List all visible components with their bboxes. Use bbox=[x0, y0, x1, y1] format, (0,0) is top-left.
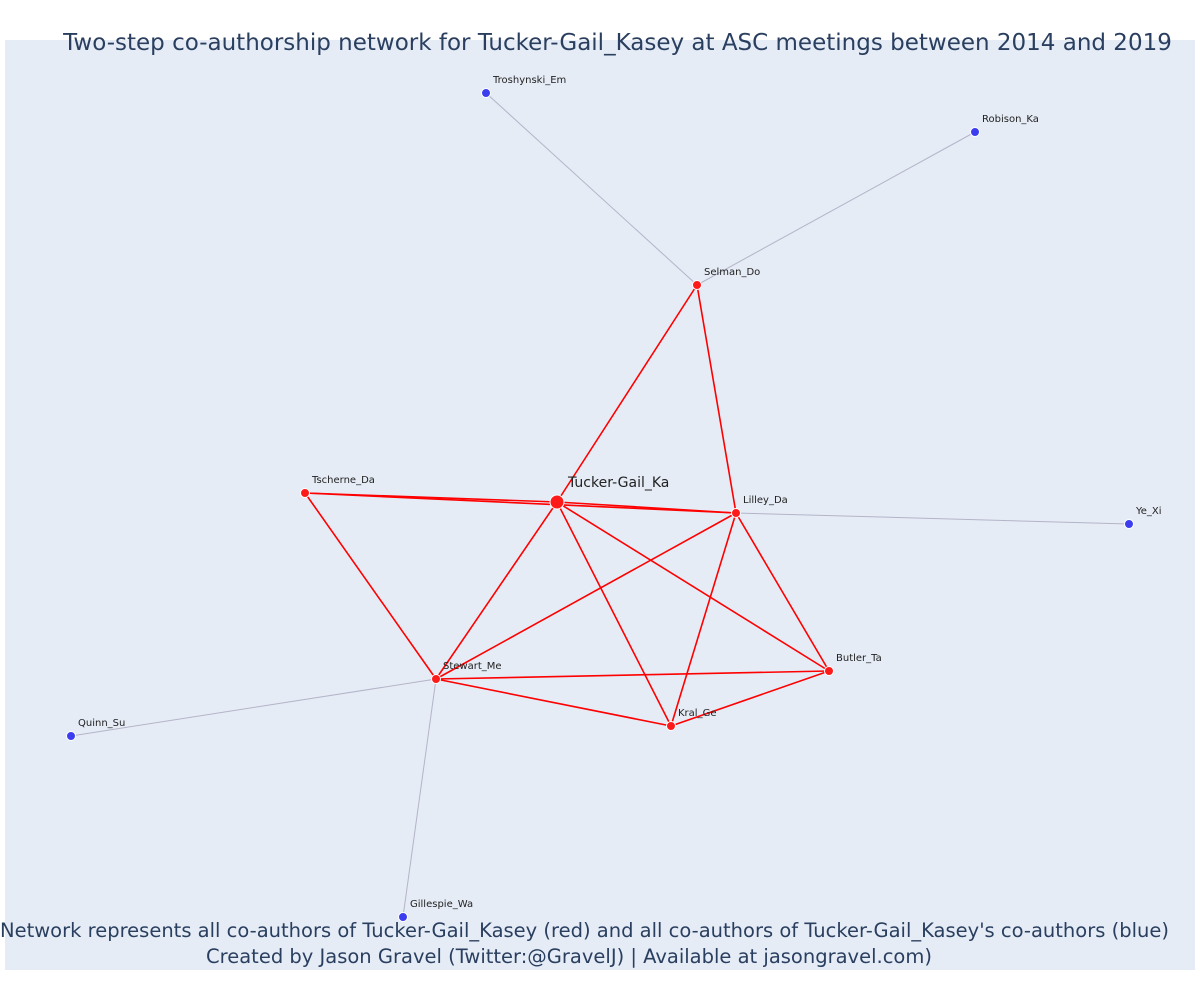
node-label-Troshynski_Em: Troshynski_Em bbox=[492, 75, 566, 86]
node-label-Kral_Ge: Kral_Ge bbox=[678, 708, 716, 719]
node-Butler_Ta[interactable] bbox=[824, 666, 834, 676]
nodes-layer bbox=[66, 88, 1134, 922]
edge-Tucker-Gail_Ka-Stewart_Me bbox=[435, 501, 558, 680]
chart-caption: Network represents all co-authors of Tuc… bbox=[0, 918, 1169, 970]
node-Lilley_Da[interactable] bbox=[731, 508, 741, 518]
node-label-Lilley_Da: Lilley_Da bbox=[743, 495, 788, 506]
node-label-Tucker-Gail_Ka: Tucker-Gail_Ka bbox=[567, 475, 669, 491]
chart-title: Two-step co-authorship network for Tucke… bbox=[63, 30, 1172, 56]
node-Quinn_Su[interactable] bbox=[66, 731, 76, 741]
node-Ye_Xi[interactable] bbox=[1124, 519, 1134, 529]
edge-Selman_Do-Robison_Ka bbox=[696, 131, 976, 286]
node-Selman_Do[interactable] bbox=[692, 280, 702, 290]
node-label-Quinn_Su: Quinn_Su bbox=[78, 718, 125, 729]
edge-Lilley_Da-Ye_Xi bbox=[735, 512, 1130, 525]
edge-Kral_Ge-Butler_Ta bbox=[670, 670, 830, 727]
node-Tscherne_Da[interactable] bbox=[300, 488, 310, 498]
edge-Tucker-Gail_Ka-Butler_Ta bbox=[556, 501, 830, 672]
edge-Stewart_Me-Gillespie_Wa bbox=[402, 678, 437, 918]
edge-Selman_Do-Troshynski_Em bbox=[485, 92, 698, 286]
edge-Tscherne_Da-Lilley_Da bbox=[304, 492, 737, 514]
edge-Tscherne_Da-Stewart_Me bbox=[304, 492, 437, 680]
node-label-Butler_Ta: Butler_Ta bbox=[836, 653, 882, 664]
edge-Lilley_Da-Stewart_Me bbox=[435, 512, 737, 680]
edges-layer bbox=[70, 92, 1130, 918]
edge-Stewart_Me-Kral_Ge bbox=[435, 678, 672, 727]
node-Troshynski_Em[interactable] bbox=[481, 88, 491, 98]
edge-Lilley_Da-Butler_Ta bbox=[735, 512, 830, 672]
labels-layer: Tucker-Gail_Ka Selman_Do Lilley_Da Tscherne… bbox=[78, 75, 1162, 910]
edge-Tucker-Gail_Ka-Kral_Ge bbox=[556, 501, 672, 727]
edge-Lilley_Da-Kral_Ge bbox=[670, 512, 737, 727]
node-label-Tscherne_Da: Tscherne_Da bbox=[311, 475, 375, 486]
node-label-Gillespie_Wa: Gillespie_Wa bbox=[410, 899, 473, 910]
edge-Selman_Do-Lilley_Da bbox=[696, 284, 737, 514]
node-Tucker-Gail_Ka[interactable] bbox=[549, 494, 565, 510]
node-label-Ye_Xi: Ye_Xi bbox=[1135, 506, 1162, 517]
node-label-Stewart_Me: Stewart_Me bbox=[443, 661, 502, 672]
edge-Stewart_Me-Butler_Ta bbox=[435, 670, 830, 680]
caption-line-1: Network represents all co-authors of Tuc… bbox=[0, 919, 1169, 942]
node-Stewart_Me[interactable] bbox=[431, 674, 441, 684]
caption-line-2: Created by Jason Gravel (Twitter:@Gravel… bbox=[206, 945, 932, 968]
edge-Stewart_Me-Quinn_Su bbox=[70, 678, 437, 737]
node-label-Robison_Ka: Robison_Ka bbox=[982, 114, 1039, 125]
node-Robison_Ka[interactable] bbox=[970, 127, 980, 137]
node-Kral_Ge[interactable] bbox=[666, 721, 676, 731]
edge-Tucker-Gail_Ka-Selman_Do bbox=[556, 284, 698, 503]
node-label-Selman_Do: Selman_Do bbox=[704, 267, 760, 278]
node-Gillespie_Wa[interactable] bbox=[398, 912, 408, 922]
